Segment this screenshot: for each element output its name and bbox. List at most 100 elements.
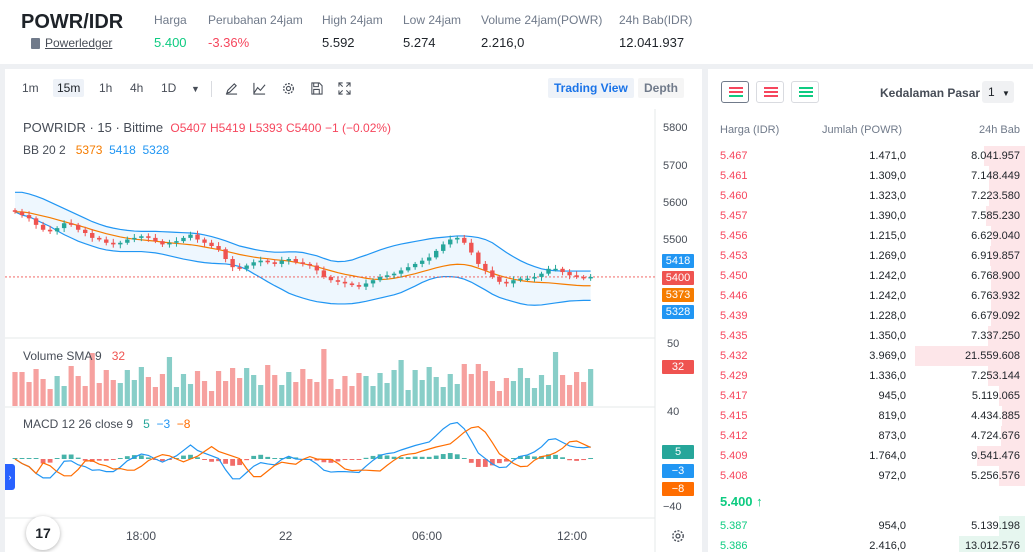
trading-view-button[interactable]: Trading View (548, 78, 634, 98)
coin-link[interactable]: Powerledger (31, 36, 112, 50)
chart-settings-icon[interactable] (671, 529, 685, 543)
depth-bar (999, 516, 1025, 536)
depth-button[interactable]: Depth (638, 78, 684, 98)
depth-bar (977, 446, 1025, 466)
low-value: L5393 (249, 121, 283, 135)
ask-row[interactable]: 5.429 1.336,0 7.253.144 (708, 366, 1033, 386)
order-qty: 819,0 (878, 410, 906, 422)
settings-icon[interactable] (282, 82, 295, 95)
volume-bar (342, 376, 348, 406)
ask-row[interactable]: 5.409 1.764,0 9.541.476 (708, 446, 1033, 466)
interval-4h[interactable]: 4h (130, 81, 144, 95)
ask-row[interactable]: 5.446 1.242,0 6.763.932 (708, 286, 1033, 306)
macd-histogram-bar (440, 454, 446, 459)
macd-histogram-bar (26, 458, 32, 459)
ask-row[interactable]: 5.408 972,0 5.256.576 (708, 466, 1033, 486)
time-axis-label: 12:00 (557, 529, 588, 543)
candle-body (75, 224, 81, 230)
candle-body (104, 239, 109, 243)
candle-body (293, 259, 298, 263)
depth-bar (988, 326, 1025, 346)
macd-histogram-bar (223, 459, 228, 464)
bid-row[interactable]: 5.387 954,0 5.139.198 (708, 516, 1033, 536)
candle-body (272, 262, 277, 264)
order-qty: 1.350,0 (869, 330, 906, 342)
ask-row[interactable]: 5.432 3.969,0 21.559.608 (708, 346, 1033, 366)
ask-row[interactable]: 5.460 1.323,0 7.223.580 (708, 186, 1033, 206)
view-bids-button[interactable] (791, 81, 819, 103)
tradingview-logo[interactable]: 17 (26, 516, 60, 550)
order-qty: 1.336,0 (869, 370, 906, 382)
interval-1d[interactable]: 1D (161, 81, 177, 95)
candle-body (434, 250, 439, 258)
fullscreen-icon[interactable] (338, 82, 351, 95)
candle-body (419, 260, 425, 264)
volume-bar (96, 383, 102, 406)
volume-bar (510, 381, 517, 406)
candle-body (160, 241, 165, 245)
depth-select[interactable]: 1 ▼ (982, 81, 1014, 103)
chart-area[interactable]: POWRIDR · 15 · Bittime O5407 H5419 L5393… (5, 109, 702, 552)
candle-body (83, 229, 88, 233)
chart-panel: 1m 15m 1h 4h 1D ▼ Trading View Depth POW… (5, 69, 702, 552)
macd-histogram-bar (279, 458, 285, 459)
price-chart[interactable] (5, 109, 702, 552)
candle-body (286, 259, 291, 261)
macd-histogram-bar (293, 457, 299, 459)
order-total: 7.253.144 (971, 370, 1020, 382)
depth-bar (1001, 426, 1025, 446)
order-qty: 1.764,0 (869, 450, 906, 462)
macd-histogram-bar (581, 459, 587, 461)
ask-row[interactable]: 5.417 945,0 5.119.065 (708, 386, 1033, 406)
pair-title: POWR/IDR (21, 11, 124, 33)
interval-1h[interactable]: 1h (99, 81, 113, 95)
interval-1m[interactable]: 1m (22, 81, 39, 95)
macd-histogram-bar (398, 457, 404, 459)
macd-histogram-bar (461, 457, 467, 459)
volume-bar (377, 373, 383, 406)
order-qty: 1.215,0 (869, 230, 906, 242)
volume-bar (496, 391, 502, 406)
interval-dropdown-icon[interactable]: ▼ (191, 84, 200, 94)
volume-bar (398, 360, 404, 406)
volume-bar (230, 368, 236, 406)
indicator-icon[interactable] (253, 82, 266, 95)
ask-row[interactable]: 5.435 1.350,0 7.337.250 (708, 326, 1033, 346)
sidebar-toggle[interactable]: › (5, 464, 15, 490)
order-price: 5.467 (720, 150, 748, 162)
chart-toolbar: 1m 15m 1h 4h 1D ▼ Trading View Depth (5, 69, 702, 109)
stat-high: High 24jam 5.592 (322, 13, 383, 50)
ask-row[interactable]: 5.450 1.242,0 6.768.900 (708, 266, 1033, 286)
draw-icon[interactable] (225, 82, 238, 95)
volume-bar (552, 352, 559, 406)
bid-row[interactable]: 5.386 2.416,0 13.012.576 (708, 536, 1033, 552)
ask-row[interactable]: 5.457 1.390,0 7.585.230 (708, 206, 1033, 226)
volume-bar (187, 384, 194, 406)
candle-body (174, 241, 179, 243)
volume-tag: 32 (662, 360, 694, 374)
ask-row[interactable]: 5.439 1.228,0 6.679.092 (708, 306, 1033, 326)
candle-body (244, 265, 249, 269)
volume-bar (279, 385, 285, 406)
candle-body (216, 246, 221, 250)
ask-row[interactable]: 5.453 1.269,0 6.919.857 (708, 246, 1033, 266)
volume-bar (475, 364, 481, 406)
macd-histogram-bar (12, 458, 18, 459)
ask-row[interactable]: 5.412 873,0 4.724.676 (708, 426, 1033, 446)
ask-row[interactable]: 5.467 1.471,0 8.041.957 (708, 146, 1033, 166)
ask-row[interactable]: 5.456 1.215,0 6.629.040 (708, 226, 1033, 246)
save-icon[interactable] (310, 82, 323, 95)
ask-row[interactable]: 5.461 1.309,0 7.148.449 (708, 166, 1033, 186)
coin-name[interactable]: Powerledger (45, 36, 113, 50)
macd-histogram-bar (230, 459, 236, 466)
macd-histogram-bar (335, 459, 341, 462)
volume-bar (215, 371, 222, 406)
volume-bar (293, 382, 299, 406)
candle-body (335, 280, 341, 282)
order-total: 7.148.449 (971, 170, 1020, 182)
view-asks-button[interactable] (756, 81, 784, 103)
ask-row[interactable]: 5.415 819,0 4.434.885 (708, 406, 1033, 426)
interval-15m[interactable]: 15m (53, 79, 85, 97)
orderbook-panel: Kedalaman Pasar 1 ▼ Harga (IDR) Jumlah (… (708, 69, 1033, 552)
view-both-button[interactable] (721, 81, 749, 103)
